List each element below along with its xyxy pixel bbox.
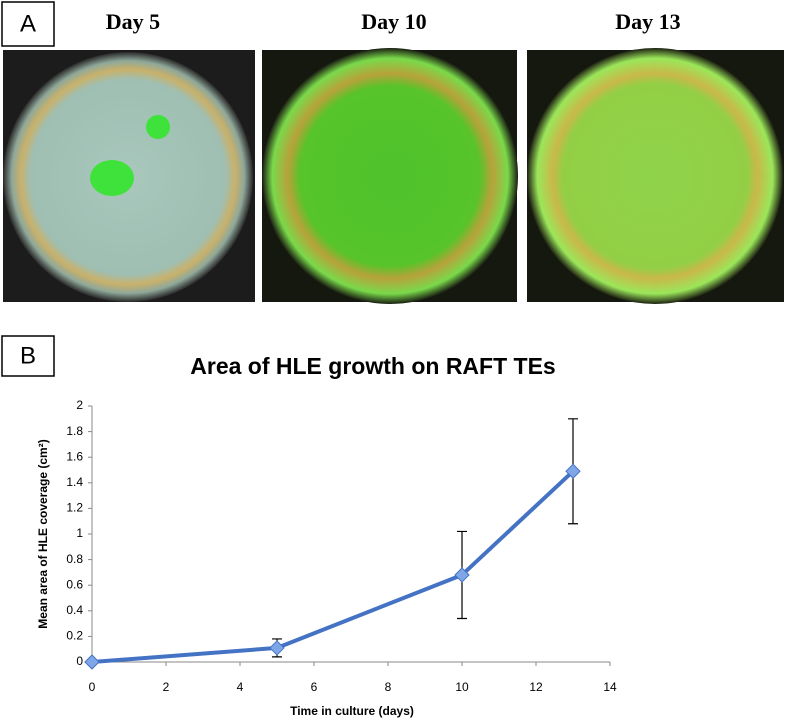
y-axis-label: Mean area of HLE coverage (cm²)	[36, 439, 50, 628]
y-tick-label: 1	[76, 526, 83, 540]
y-tick-label: 1.8	[66, 424, 83, 438]
y-tick-label: 1.6	[66, 449, 83, 463]
x-tick-label: 4	[237, 680, 244, 694]
photo-label: Day 5	[106, 9, 160, 34]
data-line	[91, 469, 575, 664]
y-tick-label: 0.2	[66, 629, 83, 643]
x-tick-label: 10	[455, 680, 469, 694]
x-tick-label: 6	[311, 680, 318, 694]
photo	[3, 50, 255, 302]
panel-label-box	[1, 335, 55, 377]
x-axis-label: Time in culture (days)	[290, 704, 414, 718]
y-tick-label: 0.6	[66, 577, 83, 591]
data-point	[565, 463, 581, 479]
x-tick-label: 2	[163, 680, 170, 694]
x-tick-label: 12	[529, 680, 543, 694]
panel-label: A	[20, 10, 36, 37]
y-tick-label: 0.4	[66, 603, 83, 617]
y-tick-label: 1.2	[66, 501, 83, 515]
y-tick-label: 1.4	[66, 475, 83, 489]
data-point	[454, 567, 470, 583]
y-tick-label: 2	[76, 398, 83, 412]
photo	[262, 48, 518, 304]
panel-label: B	[20, 342, 36, 369]
data-point	[84, 654, 100, 670]
x-tick-label: 8	[385, 680, 392, 694]
data-point	[269, 640, 285, 656]
chart-title: Area of HLE growth on RAFT TEs	[190, 353, 555, 379]
photo-label: Day 10	[361, 9, 426, 34]
x-tick-label: 0	[89, 680, 96, 694]
y-tick-label: 0.8	[66, 552, 83, 566]
panel-label-box	[1, 1, 55, 47]
y-tick-label: 0	[76, 654, 83, 668]
photo-label: Day 13	[615, 9, 680, 34]
x-tick-label: 14	[603, 680, 617, 694]
photo	[527, 48, 784, 304]
